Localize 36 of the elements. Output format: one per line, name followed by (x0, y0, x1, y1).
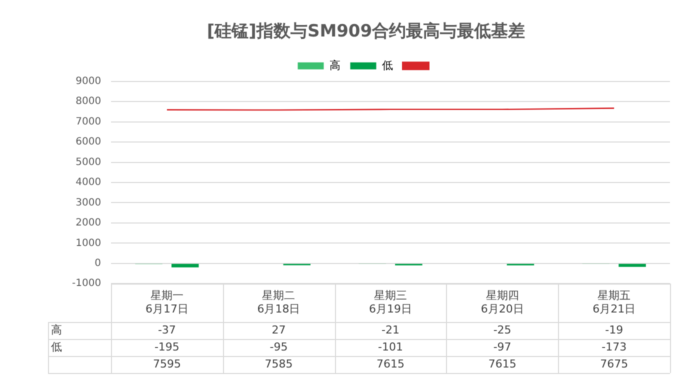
legend-label: 低 (382, 58, 393, 72)
data-label: 7615 (488, 357, 516, 370)
x-tick-label: 星期四 6月20日 (480, 289, 524, 316)
y-tick-label: 8000 (76, 96, 102, 108)
x-tick-label: 星期三 6月19日 (369, 289, 412, 316)
data-label: 7615 (376, 357, 405, 370)
legend-label: 高 (329, 58, 340, 72)
chart-title: [硅锰]指数与SM909合约最高与最低基差 (206, 22, 526, 42)
data-label: -21 (382, 323, 400, 336)
data-label: -95 (270, 340, 288, 354)
y-tick-label: -1000 (72, 278, 102, 290)
data-label: -101 (378, 340, 404, 354)
y-tick-label: 1000 (76, 238, 102, 249)
data-label: 7585 (264, 357, 293, 370)
x-tick-label: 星期二 6月18日 (257, 289, 300, 316)
data-label: -19 (605, 323, 624, 336)
y-tick-label: 9000 (76, 76, 102, 87)
y-tick-label: 6000 (76, 136, 102, 148)
y-tick-label: 3000 (76, 197, 102, 208)
data-label: -173 (602, 340, 627, 354)
x-tick-label: 星期五 6月21日 (592, 289, 636, 316)
data-label: 7675 (600, 357, 628, 370)
data-label: 27 (272, 323, 286, 336)
data-label: -195 (154, 340, 180, 354)
y-tick-label: 7000 (76, 116, 102, 128)
data-label: -25 (493, 323, 512, 336)
y-tick-label: 4000 (76, 177, 102, 188)
text: 高 (51, 323, 62, 336)
data-label: 7595 (152, 357, 181, 370)
y-tick-label: 0 (94, 258, 102, 269)
text: 低 (51, 340, 62, 354)
x-tick-label: 星期一 6月17日 (145, 289, 188, 316)
data-label: -37 (158, 323, 176, 336)
y-tick-label: 2000 (76, 218, 102, 229)
data-label: -97 (493, 340, 512, 354)
y-tick-label: 5000 (76, 156, 102, 168)
